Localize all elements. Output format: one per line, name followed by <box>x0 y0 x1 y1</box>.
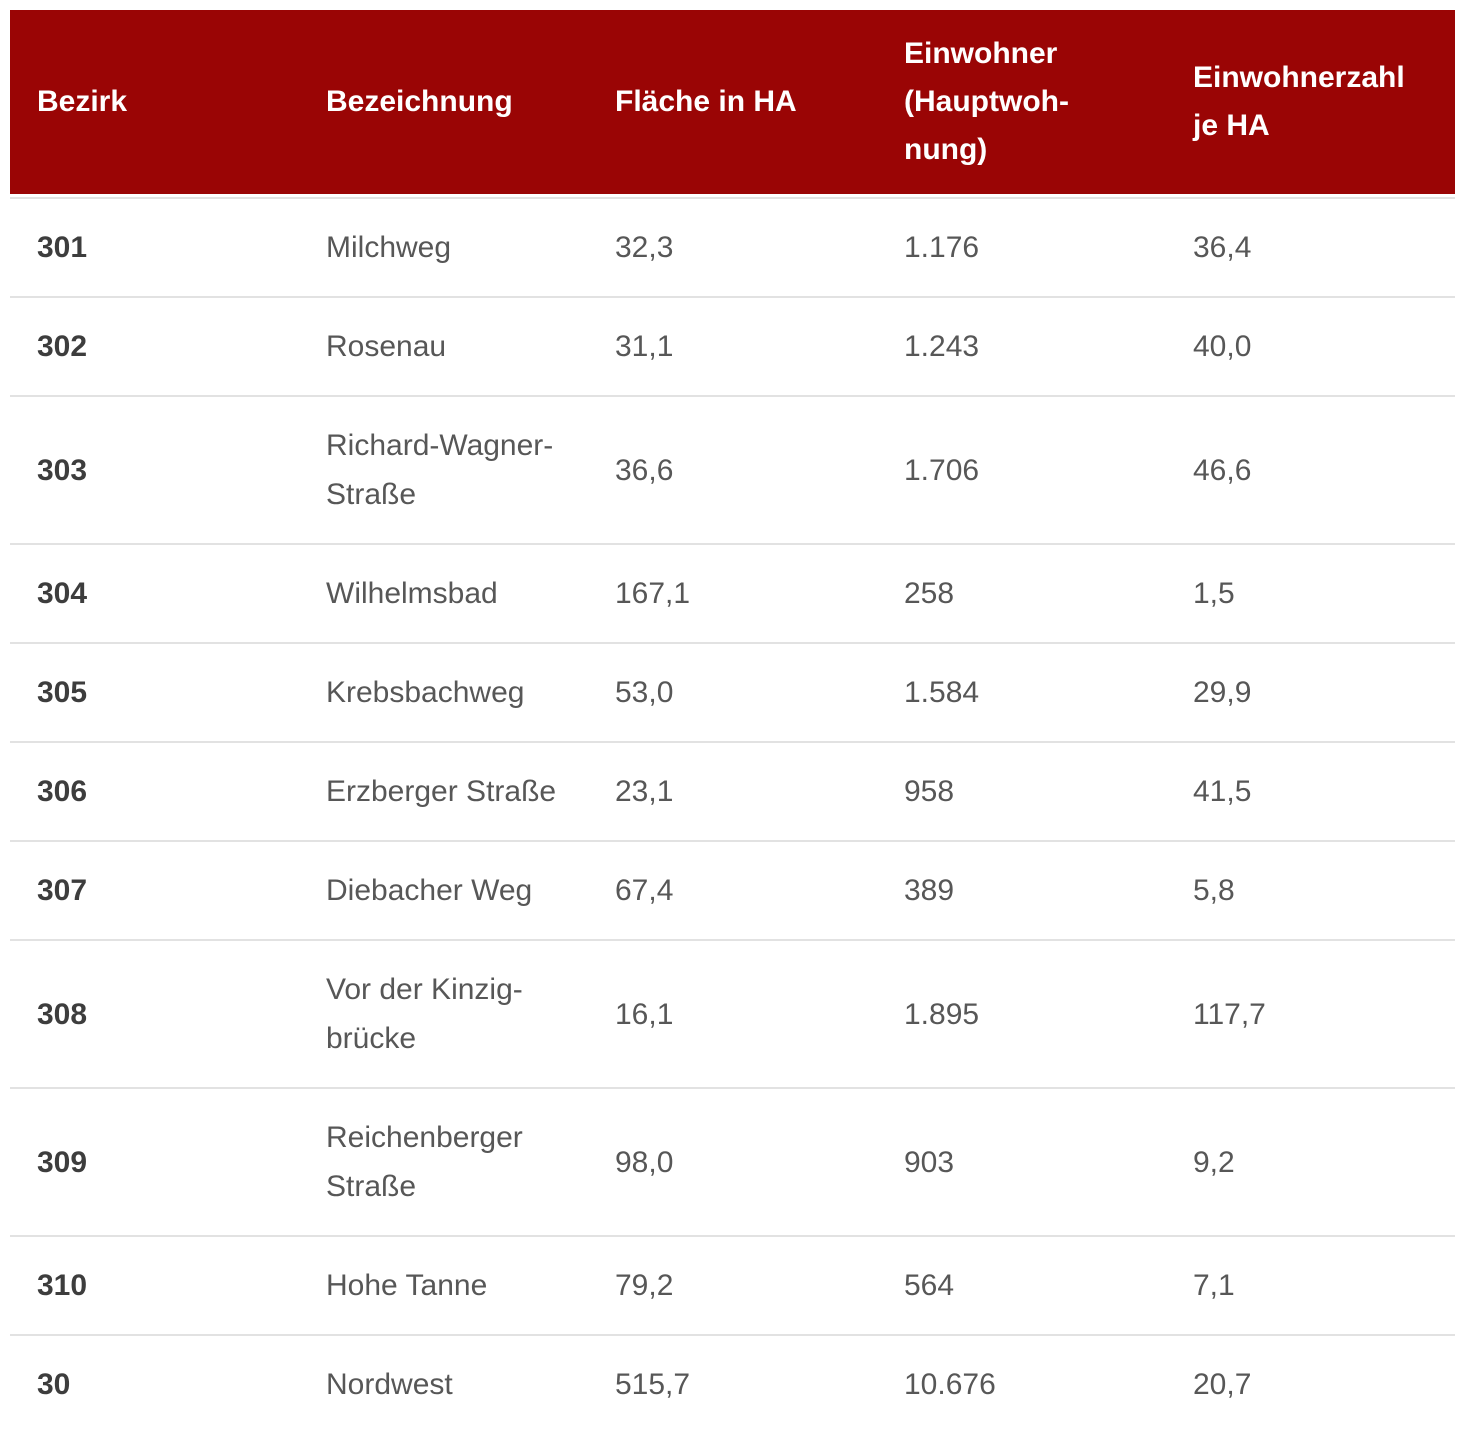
flaeche-cell: 167,1 <box>588 543 877 642</box>
flaeche-cell: 67,4 <box>588 840 877 939</box>
flaeche-cell: 515,7 <box>588 1334 877 1433</box>
header-cell-flaeche: Fläche in HA <box>588 10 877 197</box>
bezirk-cell: 306 <box>10 741 299 840</box>
einwohner-cell: 1.706 <box>877 395 1166 543</box>
header-row: Bezirk Bezeichnung Fläche in HA Einwohne… <box>10 10 1455 197</box>
table-row: 303 Richard-Wagner- Straße 36,6 1.706 46… <box>10 395 1455 543</box>
bezirk-cell: 308 <box>10 939 299 1087</box>
einwohner-cell: 258 <box>877 543 1166 642</box>
table-header: Bezirk Bezeichnung Fläche in HA Einwohne… <box>10 10 1455 197</box>
einwohner-cell: 10.676 <box>877 1334 1166 1433</box>
bezirk-cell: 305 <box>10 642 299 741</box>
table-row: 30 Nordwest 515,7 10.676 20,7 <box>10 1334 1455 1433</box>
einwohner-je-ha-cell: 117,7 <box>1166 939 1455 1087</box>
table-row: 302 Rosenau 31,1 1.243 40,0 <box>10 296 1455 395</box>
einwohner-je-ha-cell: 20,7 <box>1166 1334 1455 1433</box>
table-row: 301 Milchweg 32,3 1.176 36,4 <box>10 197 1455 296</box>
einwohner-cell: 1.176 <box>877 197 1166 296</box>
table-body: 301 Milchweg 32,3 1.176 36,4 302 Rosenau… <box>10 197 1455 1433</box>
flaeche-cell: 53,0 <box>588 642 877 741</box>
einwohner-je-ha-cell: 46,6 <box>1166 395 1455 543</box>
einwohner-cell: 564 <box>877 1235 1166 1334</box>
table-row: 307 Diebacher Weg 67,4 389 5,8 <box>10 840 1455 939</box>
table-row: 308 Vor der Kinzig- brücke 16,1 1.895 11… <box>10 939 1455 1087</box>
einwohner-je-ha-cell: 9,2 <box>1166 1087 1455 1235</box>
bezirk-cell: 303 <box>10 395 299 543</box>
bezeichnung-cell: Rosenau <box>299 296 588 395</box>
bezeichnung-cell: Krebsbachweg <box>299 642 588 741</box>
einwohner-je-ha-cell: 1,5 <box>1166 543 1455 642</box>
bezirk-cell: 307 <box>10 840 299 939</box>
header-cell-bezirk: Bezirk <box>10 10 299 197</box>
bezirk-cell: 302 <box>10 296 299 395</box>
district-statistics-table: Bezirk Bezeichnung Fläche in HA Einwohne… <box>10 10 1455 1433</box>
flaeche-cell: 36,6 <box>588 395 877 543</box>
header-cell-einwohner-je-ha: Einwohnerzahl je HA <box>1166 10 1455 197</box>
flaeche-cell: 32,3 <box>588 197 877 296</box>
bezirk-cell: 309 <box>10 1087 299 1235</box>
einwohner-je-ha-cell: 36,4 <box>1166 197 1455 296</box>
flaeche-cell: 16,1 <box>588 939 877 1087</box>
flaeche-cell: 98,0 <box>588 1087 877 1235</box>
einwohner-cell: 958 <box>877 741 1166 840</box>
bezeichnung-cell: Milchweg <box>299 197 588 296</box>
bezirk-cell: 304 <box>10 543 299 642</box>
einwohner-cell: 1.895 <box>877 939 1166 1087</box>
bezeichnung-cell: Vor der Kinzig- brücke <box>299 939 588 1087</box>
einwohner-cell: 903 <box>877 1087 1166 1235</box>
table-row: 306 Erzberger Straße 23,1 958 41,5 <box>10 741 1455 840</box>
einwohner-je-ha-cell: 5,8 <box>1166 840 1455 939</box>
table-row: 310 Hohe Tanne 79,2 564 7,1 <box>10 1235 1455 1334</box>
table-row: 309 Reichenberger Straße 98,0 903 9,2 <box>10 1087 1455 1235</box>
bezeichnung-cell: Nordwest <box>299 1334 588 1433</box>
einwohner-je-ha-cell: 29,9 <box>1166 642 1455 741</box>
header-cell-bezeichnung: Bezeichnung <box>299 10 588 197</box>
flaeche-cell: 79,2 <box>588 1235 877 1334</box>
einwohner-cell: 389 <box>877 840 1166 939</box>
flaeche-cell: 23,1 <box>588 741 877 840</box>
table-row: 305 Krebsbachweg 53,0 1.584 29,9 <box>10 642 1455 741</box>
einwohner-cell: 1.243 <box>877 296 1166 395</box>
einwohner-je-ha-cell: 7,1 <box>1166 1235 1455 1334</box>
einwohner-je-ha-cell: 41,5 <box>1166 741 1455 840</box>
einwohner-je-ha-cell: 40,0 <box>1166 296 1455 395</box>
bezeichnung-cell: Erzberger Straße <box>299 741 588 840</box>
flaeche-cell: 31,1 <box>588 296 877 395</box>
bezeichnung-cell: Richard-Wagner- Straße <box>299 395 588 543</box>
bezeichnung-cell: Diebacher Weg <box>299 840 588 939</box>
bezeichnung-cell: Reichenberger Straße <box>299 1087 588 1235</box>
bezeichnung-cell: Hohe Tanne <box>299 1235 588 1334</box>
bezirk-cell: 310 <box>10 1235 299 1334</box>
header-cell-einwohner: Einwohner (Hauptwoh- nung) <box>877 10 1166 197</box>
bezirk-cell: 301 <box>10 197 299 296</box>
bezeichnung-cell: Wilhelmsbad <box>299 543 588 642</box>
einwohner-cell: 1.584 <box>877 642 1166 741</box>
table-row: 304 Wilhelmsbad 167,1 258 1,5 <box>10 543 1455 642</box>
bezirk-cell: 30 <box>10 1334 299 1433</box>
